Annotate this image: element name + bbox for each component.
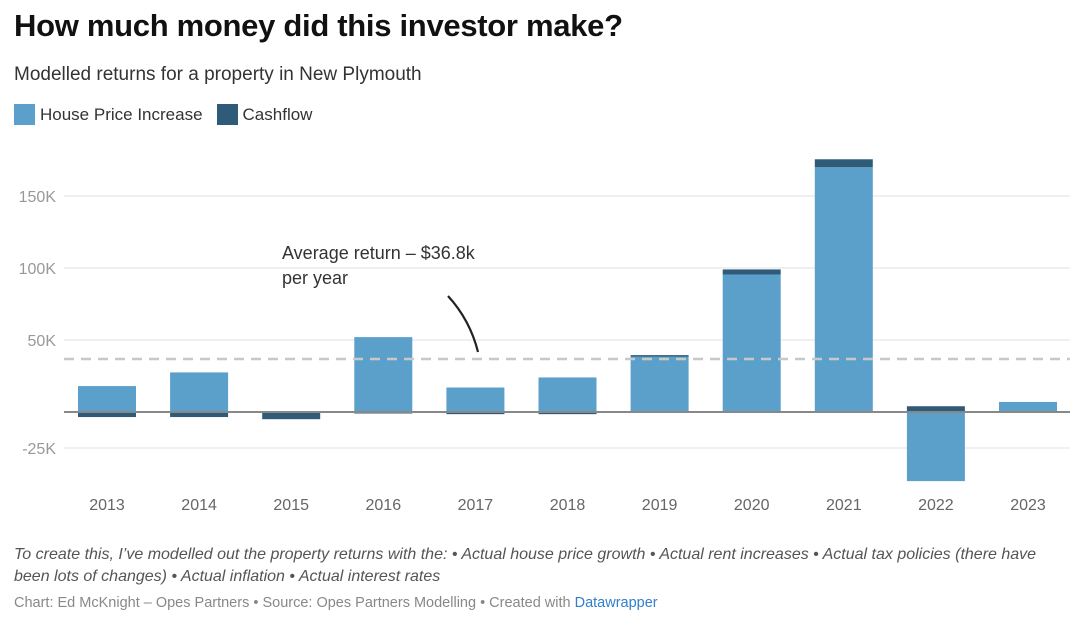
y-axis-ticks: -25K 50K 100K 150K [19, 189, 57, 458]
bar-cashflow-2022 [906, 406, 965, 412]
x-tick-label: 2021 [826, 497, 862, 514]
bar-house-price-2018 [538, 377, 597, 412]
bar-house-price-2014 [170, 372, 229, 412]
legend-label-cashflow: Cashflow [242, 104, 313, 124]
bar-cashflow-2019 [630, 355, 689, 357]
bar-cashflow-2015 [262, 412, 321, 420]
annotation: Average return – $36.8k per year [282, 243, 480, 353]
x-tick-label: 2017 [458, 497, 494, 514]
footer-credits: Chart: Ed McKnight – Opes Partners • Sou… [14, 595, 575, 611]
x-tick-label: 2018 [550, 497, 586, 514]
bar-cashflow-2021 [814, 159, 873, 168]
y-tick-label: 150K [19, 189, 57, 206]
bar-chart: -25K 50K 100K 150K 2013 2014 2015 2016 2017 2018… [19, 159, 1070, 514]
legend: House Price Increase Cashflow [14, 104, 326, 125]
legend-label-house-price: House Price Increase [40, 104, 203, 124]
x-tick-label: 2015 [273, 497, 309, 514]
x-tick-label: 2014 [181, 497, 217, 514]
annotation-line1: Average return – $36.8k [282, 243, 476, 263]
bar-house-price-2016 [354, 337, 413, 412]
bar-house-price-2013 [78, 386, 136, 412]
y-tick-label: -25K [22, 441, 56, 458]
bar-cashflow-2013 [78, 412, 136, 418]
bar-house-price-2021 [814, 167, 873, 412]
bars [78, 159, 1057, 482]
bar-cashflow-2018 [538, 412, 597, 415]
y-tick-label: 100K [19, 261, 57, 278]
bar-house-price-2017 [446, 387, 505, 412]
x-tick-label: 2016 [366, 497, 402, 514]
x-tick-label: 2020 [734, 497, 770, 514]
legend-swatch-house-price [14, 104, 35, 125]
gridlines [64, 195, 1070, 449]
bar-cashflow-2014 [170, 412, 229, 418]
legend-item-cashflow: Cashflow [216, 104, 313, 125]
bar-house-price-2023 [999, 401, 1057, 412]
bar-house-price-2020 [722, 274, 781, 412]
annotation-arrow [447, 295, 480, 353]
chart-notes: To create this, I’ve modelled out the pr… [14, 546, 1037, 585]
annotation-line2: per year [282, 268, 348, 288]
bar-cashflow-2020 [722, 269, 781, 275]
x-tick-label: 2019 [642, 497, 678, 514]
x-tick-label: 2023 [1010, 497, 1046, 514]
chart-title: How much money did this investor make? [14, 8, 623, 43]
legend-item-house-price: House Price Increase [14, 104, 203, 125]
chart-footer: Chart: Ed McKnight – Opes Partners • Sou… [14, 595, 658, 611]
y-tick-label: 50K [28, 333, 57, 350]
legend-swatch-cashflow [216, 104, 238, 125]
x-tick-label: 2013 [89, 497, 125, 514]
chart-subtitle: Modelled returns for a property in New P… [14, 64, 422, 85]
bar-house-price-2022 [906, 412, 965, 482]
bar-cashflow-2017 [446, 412, 505, 415]
bar-house-price-2019 [630, 356, 689, 412]
x-tick-label: 2022 [918, 497, 954, 514]
datawrapper-link[interactable]: Datawrapper [574, 595, 658, 611]
x-axis-ticks: 2013 2014 2015 2016 2017 2018 2019 2020 2021 2022… [89, 497, 1046, 514]
